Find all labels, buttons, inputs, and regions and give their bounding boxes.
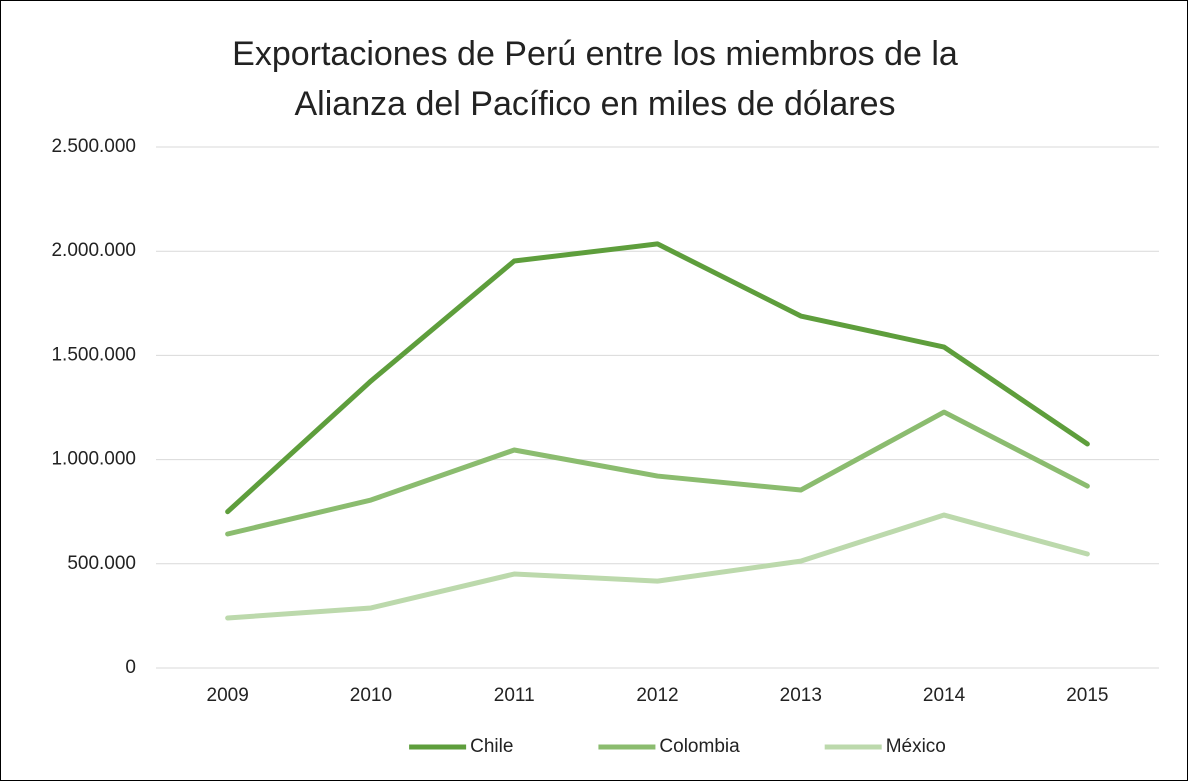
chart-title: Exportaciones de Perú entre los miembros… xyxy=(232,35,958,123)
x-tick-label: 2013 xyxy=(780,685,822,706)
x-tick-label: 2012 xyxy=(636,685,678,706)
legend-label: México xyxy=(886,736,946,757)
y-tick-label: 2.500.000 xyxy=(51,136,136,157)
x-tick-label: 2015 xyxy=(1066,685,1108,706)
y-tick-label: 1.000.000 xyxy=(51,449,136,470)
x-tick-label: 2011 xyxy=(494,685,535,706)
legend-label: Colombia xyxy=(659,736,740,757)
y-tick-label: 2.000.000 xyxy=(51,240,136,261)
y-tick-label: 1.500.000 xyxy=(51,344,136,365)
series-line xyxy=(225,241,1090,515)
x-tick-label: 2014 xyxy=(923,685,966,706)
x-tick-label: 2010 xyxy=(350,685,392,706)
series-line xyxy=(225,409,1090,537)
legend-label: Chile xyxy=(470,736,513,757)
y-tick-label: 500.000 xyxy=(67,553,136,574)
y-tick-label: 0 xyxy=(125,657,136,678)
series-line xyxy=(225,512,1090,621)
x-tick-label: 2009 xyxy=(207,685,249,706)
